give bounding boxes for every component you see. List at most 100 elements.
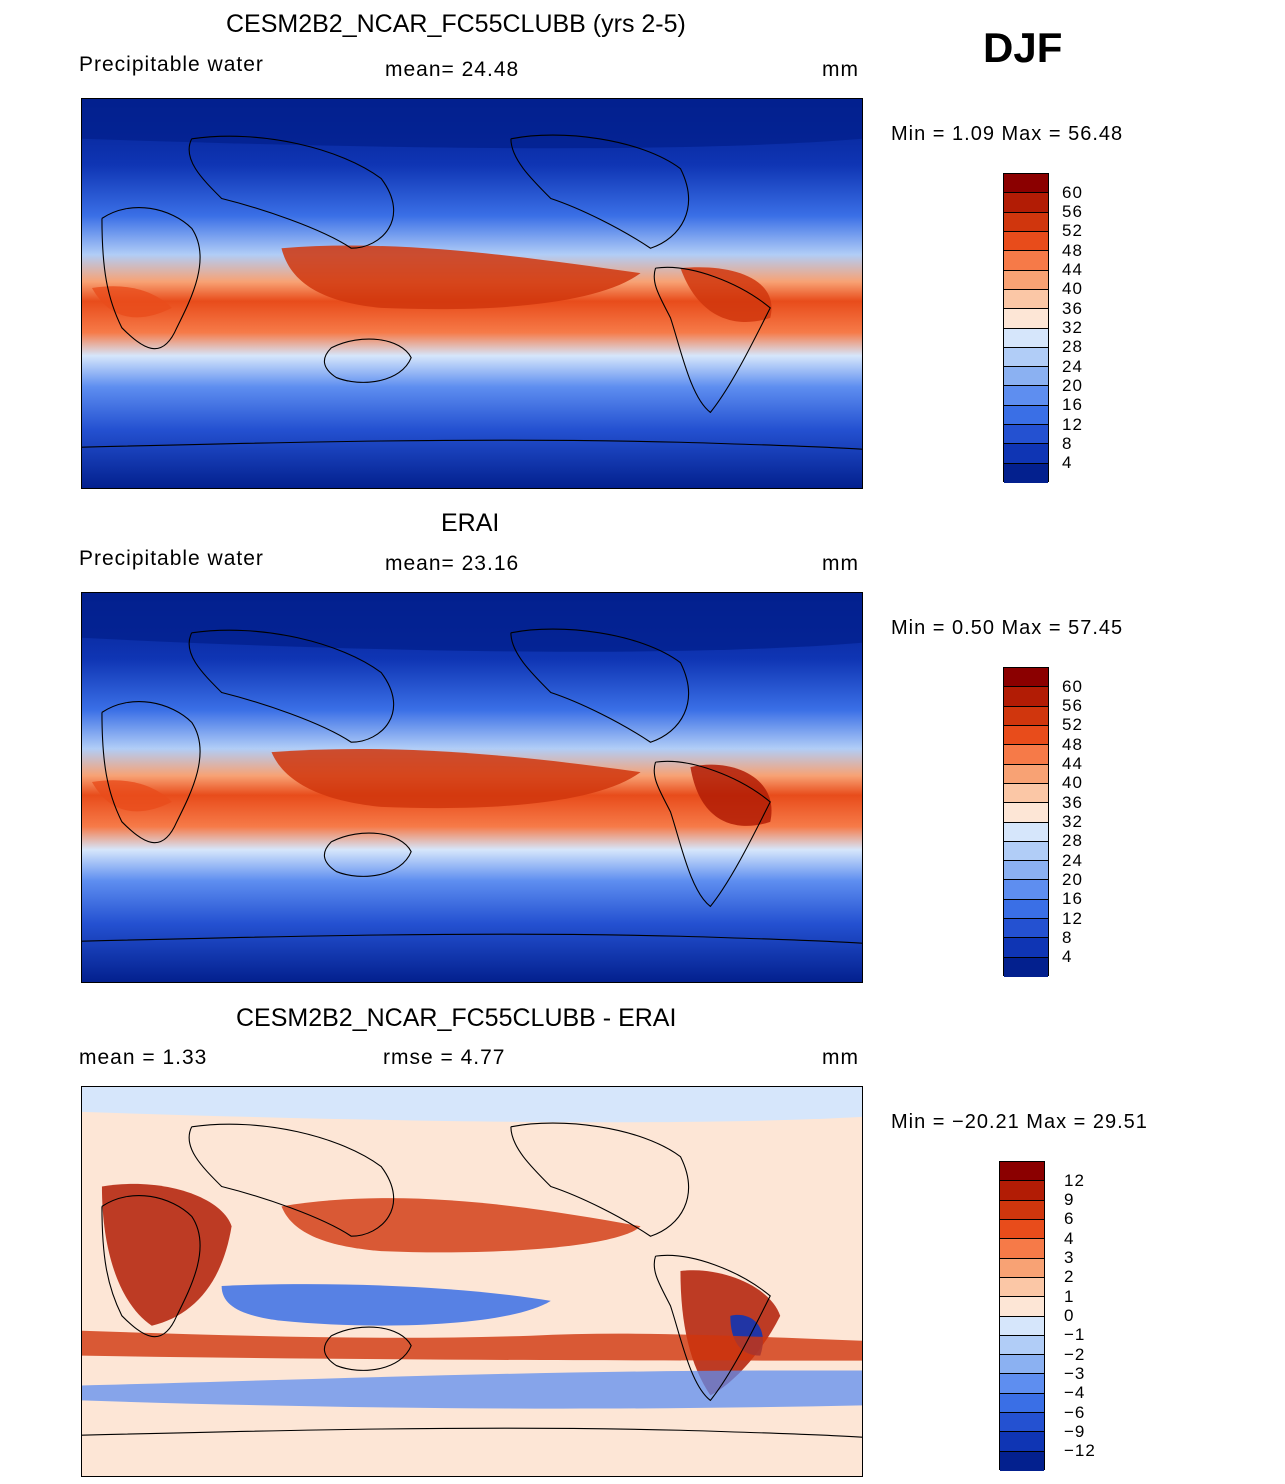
colorbar-box [1004, 463, 1048, 483]
precipitable-water-map-model [81, 98, 863, 489]
colorbar-box [1004, 938, 1048, 958]
colorbar-box [1000, 1297, 1044, 1317]
colorbar-tick-label: 24 [1062, 356, 1083, 376]
colorbar-tick-label: −9 [1064, 1421, 1086, 1441]
colorbar-box [1004, 880, 1048, 900]
colorbar-box [1004, 725, 1048, 746]
panel-title: CESM2B2_NCAR_FC55CLUBB (yrs 2-5) [226, 10, 686, 38]
colorbar-tick-label: 48 [1062, 240, 1083, 260]
panel-units-label: mm [822, 1046, 859, 1069]
colorbar-box [1000, 1258, 1044, 1278]
colorbar-tick-label: 44 [1062, 754, 1083, 774]
colorbar-box [1000, 1316, 1044, 1336]
colorbar-tick-label: 4 [1062, 947, 1073, 967]
colorbar-tick-label: −6 [1064, 1402, 1086, 1422]
map-svg [82, 593, 862, 982]
colorbar [1003, 173, 1049, 483]
colorbar-box [1000, 1219, 1044, 1240]
coastlines [82, 134, 862, 450]
colorbar-tick-label: 24 [1062, 850, 1083, 870]
panel-minmax-label: Min = 0.50 Max = 57.45 [891, 617, 1124, 639]
colorbar-tick-label: 36 [1062, 298, 1083, 318]
colorbar-tick-label: −2 [1064, 1344, 1086, 1364]
colorbar-box [1004, 309, 1048, 329]
colorbar-box [1000, 1162, 1044, 1182]
colorbar-box [1004, 919, 1048, 939]
coastlines [82, 1122, 862, 1438]
colorbar-box [1004, 212, 1048, 232]
colorbar-box [1004, 386, 1048, 406]
colorbar-tick-label: 12 [1064, 1170, 1085, 1190]
colorbar-tick-label: 48 [1062, 734, 1083, 754]
colorbar-tick-label: 4 [1062, 453, 1073, 473]
colorbar-box [1004, 425, 1048, 445]
colorbar-tick-label: 36 [1062, 792, 1083, 812]
colorbar-box [1004, 251, 1048, 271]
colorbar [1003, 667, 1049, 977]
colorbar-box [1000, 1413, 1044, 1433]
colorbar-tick-label: 6 [1064, 1209, 1075, 1229]
colorbar-tick-label: 56 [1062, 202, 1083, 222]
colorbar-box [1004, 367, 1048, 387]
colorbar-box [1004, 328, 1048, 348]
colorbar-box [1004, 289, 1048, 310]
colorbar-tick-label: 8 [1062, 433, 1073, 453]
colorbar-tick-label: 56 [1062, 696, 1083, 716]
colorbar-box [1004, 861, 1048, 881]
panel-title: CESM2B2_NCAR_FC55CLUBB - ERAI [236, 1004, 677, 1032]
colorbar-tick-label: 52 [1062, 715, 1083, 735]
panel-variable-label: Precipitable water [79, 53, 264, 76]
season-label: DJF [983, 24, 1063, 71]
colorbar-box [1000, 1181, 1044, 1201]
colorbar-box [1004, 347, 1048, 368]
colorbar-box [1004, 822, 1048, 842]
panel-units-label: mm [822, 552, 859, 575]
colorbar-tick-label: 0 [1064, 1306, 1075, 1325]
colorbar-box [1000, 1393, 1044, 1414]
colorbar-tick-label: 32 [1062, 812, 1083, 831]
colorbar-box [1000, 1355, 1044, 1375]
colorbar-box [1004, 764, 1048, 784]
colorbar-tick-label: 12 [1062, 414, 1083, 434]
panel-units-label: mm [822, 58, 859, 81]
colorbar-tick-label: 20 [1062, 869, 1083, 889]
colorbar-box [1004, 444, 1048, 464]
panel-variable-label: Precipitable water [79, 547, 264, 570]
colorbar-box [1004, 405, 1048, 426]
colorbar-box [1004, 745, 1048, 765]
colorbar-box [1004, 803, 1048, 823]
colorbar-box [1000, 1239, 1044, 1259]
map-svg [82, 1087, 862, 1476]
colorbar-box [1004, 193, 1048, 213]
colorbar-box [1000, 1432, 1044, 1452]
colorbar-tick-label: 9 [1064, 1190, 1075, 1210]
colorbar-tick-label: 60 [1062, 182, 1083, 202]
colorbar-box [1004, 899, 1048, 920]
colorbar-tick-label: 44 [1062, 260, 1083, 280]
colorbar-tick-label: −3 [1064, 1363, 1086, 1383]
colorbar-box [1000, 1200, 1044, 1220]
colorbar-tick-label: 20 [1062, 375, 1083, 395]
colorbar-box [1004, 783, 1048, 804]
panel-minmax-label: Min = 1.09 Max = 56.48 [891, 123, 1124, 145]
panel-mean-label: mean= 23.16 [385, 552, 520, 575]
colorbar-box [1000, 1451, 1044, 1471]
colorbar-tick-label: 8 [1062, 927, 1073, 947]
colorbar-tick-label: 28 [1062, 337, 1083, 357]
colorbar-tick-label: 40 [1062, 279, 1083, 299]
colorbar-box [1004, 270, 1048, 290]
colorbar-box [1004, 668, 1048, 688]
panel-rmse-label: rmse = 4.77 [383, 1046, 506, 1069]
colorbar-tick-label: 2 [1064, 1267, 1075, 1287]
colorbar-tick-label: 1 [1064, 1286, 1075, 1306]
panel-title: ERAI [441, 509, 500, 537]
colorbar-tick-label: 52 [1062, 221, 1083, 241]
panel-mean-label: mean = 1.33 [79, 1046, 208, 1069]
colorbar-tick-label: 4 [1064, 1228, 1075, 1248]
colorbar-box [1004, 174, 1048, 194]
colorbar-tick-label: 16 [1062, 889, 1083, 909]
panel-minmax-label: Min = −20.21 Max = 29.51 [891, 1111, 1148, 1133]
colorbar-box [1004, 957, 1048, 977]
colorbar-tick-label: 40 [1062, 773, 1083, 793]
colorbar-tick-label: 3 [1064, 1248, 1075, 1268]
